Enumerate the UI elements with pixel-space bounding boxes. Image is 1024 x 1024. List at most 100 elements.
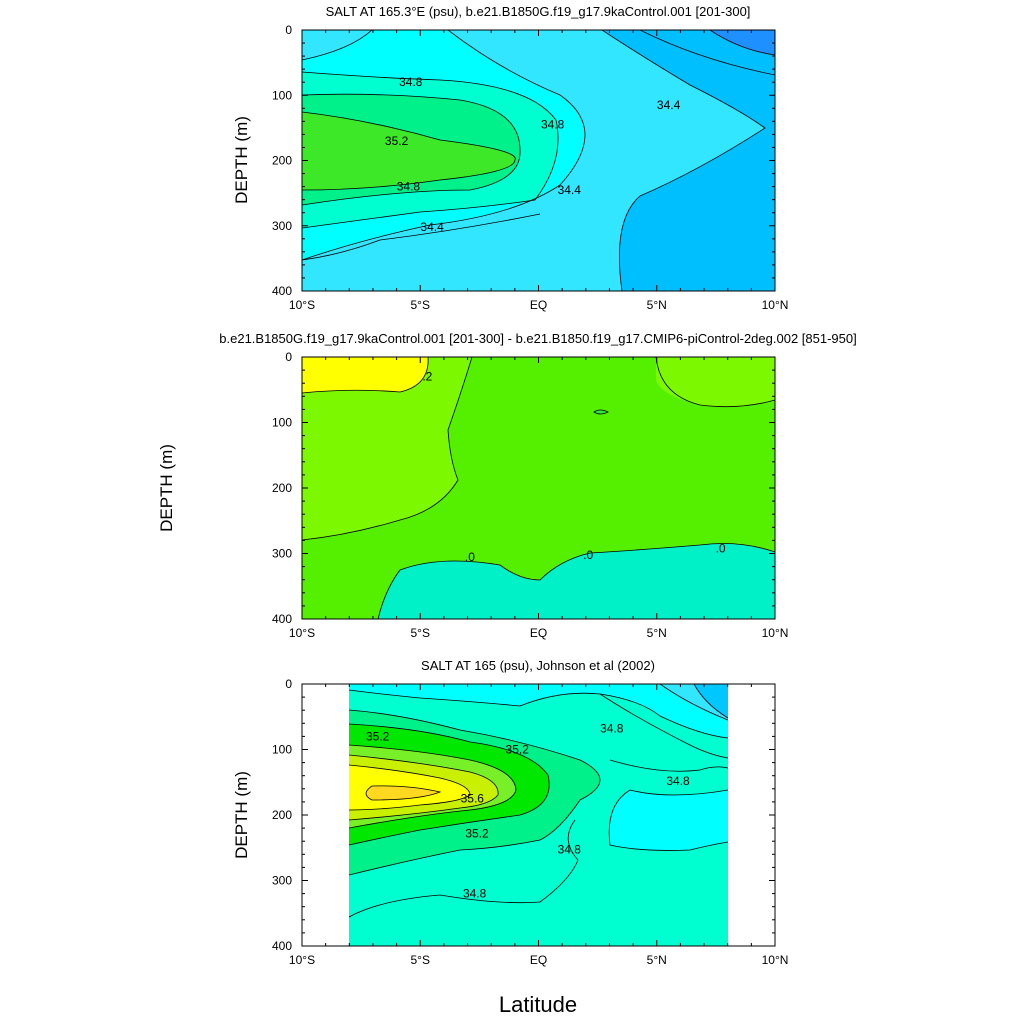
x-tick-label: 10°S <box>289 953 315 967</box>
panel-1-title: SALT AT 165.3°E (psu), b.e21.B1850G.f19_… <box>326 4 751 19</box>
x-tick-label: 5°S <box>411 626 430 640</box>
p3-fill-cyan-right <box>609 790 728 851</box>
contour-label: .0 <box>465 550 475 564</box>
p1-fill-deepblue <box>710 30 775 55</box>
panel-1-contour-labels: 34.8 35.2 34.8 34.8 34.4 34.4 34.4 <box>385 75 681 234</box>
p3-contour-i <box>349 819 579 918</box>
panel-3-x-ticks: 10°S 5°S EQ 5°N 10°N <box>289 684 788 967</box>
p1-contour-g <box>302 30 373 61</box>
contour-label: 34.8 <box>463 887 487 901</box>
p3-contour-a <box>349 689 728 739</box>
y-tick-label: 300 <box>272 219 292 233</box>
p1-contour-d <box>302 93 521 206</box>
p3-contour-l <box>599 693 728 759</box>
y-tick-label: 200 <box>272 481 292 495</box>
x-tick-label: 5°S <box>411 953 430 967</box>
p1-fill-low-right <box>602 30 775 291</box>
contour-label: 35.2 <box>506 743 530 757</box>
p1-contour-c <box>302 71 559 229</box>
p1-contour-e <box>302 111 516 191</box>
panel-3: SALT AT 165 (psu), Johnson et al (2002) <box>232 658 788 967</box>
p3-contour-c <box>349 723 550 846</box>
contour-label: 34.8 <box>666 774 690 788</box>
x-tick-label: 5°S <box>411 298 430 312</box>
contour-label: 35.2 <box>366 729 390 743</box>
y-tick-label: 100 <box>272 88 292 102</box>
x-tick-label: EQ <box>530 626 547 640</box>
y-tick-label: 400 <box>272 612 292 626</box>
panel-2-y-ticks: 0 100 200 300 400 <box>272 350 775 626</box>
p3-contour-b <box>349 709 601 876</box>
contour-label: 34.8 <box>399 75 423 89</box>
p2-contour-a <box>302 357 473 541</box>
p3-contour-h <box>608 789 728 851</box>
y-tick-label: 400 <box>272 284 292 298</box>
p1-contour-f <box>302 213 541 261</box>
p2-contour-b <box>655 357 775 408</box>
p1-fill-upper-left <box>302 30 372 60</box>
p1-contour-a <box>302 30 586 261</box>
x-tick-label: 10°N <box>762 298 789 312</box>
contour-label: 34.4 <box>558 183 582 197</box>
x-tick-label: EQ <box>530 298 547 312</box>
contour-label: 34.4 <box>657 98 681 112</box>
x-tick-label: 10°N <box>762 626 789 640</box>
x-tick-label: 10°N <box>762 953 789 967</box>
panel-2-ylabel: DEPTH (m) <box>157 444 176 532</box>
panel-1-x-ticks: 10°S 5°S EQ 5°N 10°N <box>289 30 788 312</box>
panel-2-contour-labels: .2 .0 .0 .0 <box>422 370 726 564</box>
p2-contour-c <box>302 357 429 394</box>
p2-fill-left <box>302 357 472 540</box>
p1-contour-b <box>601 30 766 291</box>
contour-label: .0 <box>583 548 593 562</box>
panel-3-y-ticks: 0 100 200 300 400 <box>272 677 775 953</box>
y-tick-label: 0 <box>285 350 292 364</box>
p1-contour-h <box>639 30 775 76</box>
contour-label: 35.2 <box>465 826 489 840</box>
panel-1-contour-fill <box>302 30 775 291</box>
panel-2-contour-fill <box>302 357 775 619</box>
contour-label: 34.8 <box>558 843 582 857</box>
panel-2-x-ticks: 10°S 5°S EQ 5°N 10°N <box>289 357 788 640</box>
panel-2: b.e21.B1850G.f19_g17.9kaControl.001 [201… <box>157 331 857 640</box>
p2-contour-tiny <box>593 409 609 415</box>
p3-contour-g <box>365 785 442 801</box>
p3-contour-e <box>349 754 499 821</box>
panel-3-contour-labels: 35.2 35.2 34.8 34.8 35.6 35.2 34.8 34.8 <box>366 722 690 901</box>
p3-contour-d <box>349 744 517 829</box>
p2-fill-right <box>656 357 775 407</box>
y-tick-label: 0 <box>285 677 292 691</box>
contour-label: 35.6 <box>461 792 485 806</box>
y-tick-label: 200 <box>272 154 292 168</box>
p1-fill-356 <box>302 112 516 190</box>
x-axis-label: Latitude <box>499 992 577 1017</box>
panel-3-ylabel: DEPTH (m) <box>232 771 251 859</box>
p2-fill-yellow <box>302 357 429 393</box>
panel-2-title: b.e21.B1850G.f19_g17.9kaControl.001 [201… <box>219 331 856 346</box>
panel-3-title: SALT AT 165 (psu), Johnson et al (2002) <box>421 658 655 673</box>
contour-label: .0 <box>716 541 726 555</box>
y-tick-label: 300 <box>272 547 292 561</box>
p3-contour-k <box>693 684 728 719</box>
contour-label: 34.8 <box>600 722 624 736</box>
p3-fill-cyan-top <box>349 684 728 738</box>
p3-contour-j <box>659 684 728 721</box>
contour-label: 35.2 <box>385 134 409 148</box>
p1-contour-i <box>709 30 775 56</box>
contour-label: .2 <box>422 370 432 384</box>
y-tick-label: 400 <box>272 939 292 953</box>
panel-3-contour-fill <box>349 684 728 946</box>
x-tick-label: 5°N <box>647 626 667 640</box>
panel-1-ylabel: DEPTH (m) <box>232 116 251 204</box>
p2-contour-d <box>377 543 775 619</box>
x-tick-label: EQ <box>530 953 547 967</box>
x-tick-label: 10°S <box>289 626 315 640</box>
p2-fill-bottom <box>302 543 775 619</box>
panel-1-y-ticks: 0 100 200 300 400 <box>272 23 775 298</box>
y-tick-label: 0 <box>285 23 292 37</box>
x-tick-label: 5°N <box>647 298 667 312</box>
panel-1: SALT AT 165.3°E (psu), b.e21.B1850G.f19_… <box>232 4 788 312</box>
contour-label: 34.8 <box>397 180 421 194</box>
p3-contour-f <box>349 764 471 811</box>
